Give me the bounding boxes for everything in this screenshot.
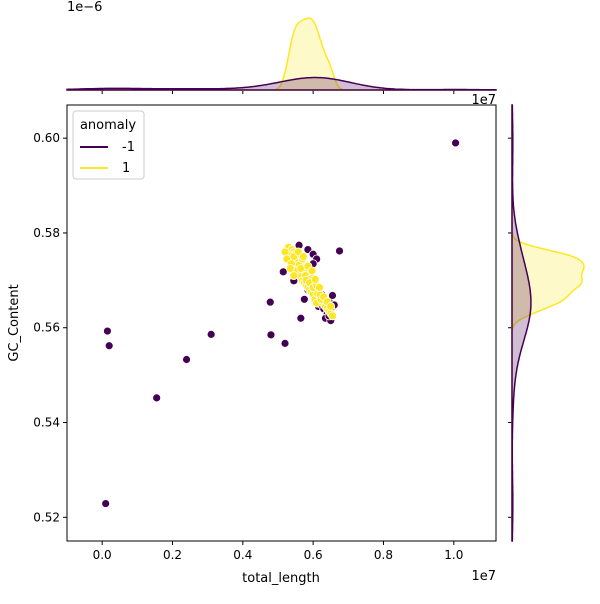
legend-box xyxy=(72,110,145,180)
x-offset-label: 1e7 xyxy=(471,569,496,584)
scatter-point xyxy=(326,302,336,311)
scatter-point xyxy=(280,338,290,348)
scatter-point xyxy=(298,252,308,262)
scatter-point xyxy=(296,313,306,323)
scatter-point xyxy=(206,329,216,339)
axes-frame xyxy=(66,104,497,542)
scatter-point xyxy=(280,247,290,257)
scatter-point xyxy=(103,326,112,336)
y-axis-ticks: 0.52 0.54 0.56 0.58 0.60 xyxy=(33,131,67,524)
series-anomaly-neg1 xyxy=(101,138,460,508)
top-kde-purple-curve xyxy=(66,76,497,91)
y-tick-label: 0.54 xyxy=(33,416,60,430)
x-axis-ticks: 0.0 0.2 0.4 0.6 0.8 1.0 xyxy=(93,541,463,562)
x-offset-label-top: 1e7 xyxy=(471,93,496,108)
legend: anomaly -11 xyxy=(72,110,145,180)
top-offset-label: 1e−6 xyxy=(67,0,102,15)
scatter-point xyxy=(328,311,337,321)
right-kde-purple-curve xyxy=(511,104,532,542)
x-tick-label: 0.4 xyxy=(233,548,252,562)
legend-label: -1 xyxy=(122,140,135,155)
legend-title: anomaly xyxy=(80,118,136,133)
legend-entries: -11 xyxy=(80,140,135,176)
legend-label: 1 xyxy=(122,161,130,176)
scatter-point xyxy=(152,393,162,403)
x-tick-label: 1.0 xyxy=(444,548,463,562)
x-tick-label: 0.8 xyxy=(374,548,393,562)
x-tick-label: 0.2 xyxy=(163,548,182,562)
scatter-point xyxy=(299,294,309,304)
scatter-point xyxy=(289,271,299,281)
scatter-point xyxy=(182,355,191,364)
top-marginal-density: 1e−6 xyxy=(66,0,497,94)
x-tick-label: 0.6 xyxy=(304,548,323,562)
right-marginal-density xyxy=(508,104,585,542)
y-tick-label: 0.56 xyxy=(33,321,60,335)
x-axis-label: total_length xyxy=(242,571,320,586)
y-tick-label: 0.58 xyxy=(33,226,60,240)
scatter-point xyxy=(328,291,337,300)
scatter-point xyxy=(335,246,344,256)
series-anomaly-1 xyxy=(280,242,337,321)
scatter-point xyxy=(101,499,111,508)
scatter-point xyxy=(285,264,295,273)
scatter-point xyxy=(278,267,288,277)
scatter-point xyxy=(315,283,324,292)
scatter-point xyxy=(451,138,460,148)
y-axis-label: GC_Content xyxy=(7,284,22,361)
scatter-point xyxy=(307,266,317,276)
scatter-point xyxy=(266,330,276,340)
main-axes: 0.0 0.2 0.4 0.6 0.8 1.0 0.520.540.560.580.60 … xyxy=(7,93,497,586)
top-kde-yellow-curve xyxy=(67,17,496,91)
y-tick-label: 0.52 xyxy=(33,510,60,524)
scatter-point xyxy=(104,341,114,351)
y-tick-label: 0.60 xyxy=(33,131,60,145)
scatter-point xyxy=(310,274,320,284)
x-tick-label: 0.0 xyxy=(93,548,112,562)
scatter-point xyxy=(265,297,275,307)
